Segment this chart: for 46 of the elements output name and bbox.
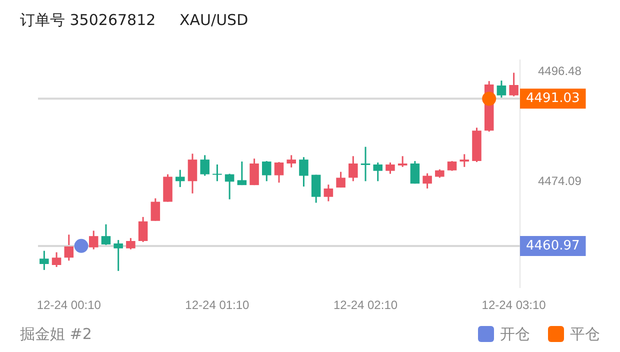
candlestick (496, 80, 506, 99)
text: 掘金姐 #2 (20, 324, 92, 344)
candlestick (460, 153, 470, 168)
candlestick (101, 224, 111, 246)
candlestick (336, 171, 346, 188)
candlestick (311, 174, 321, 204)
x-tick-label: 12-24 03:10 (482, 298, 546, 312)
candlestick (88, 230, 98, 250)
candlestick (250, 158, 259, 186)
candlestick (509, 72, 518, 98)
candlestick (299, 156, 308, 188)
candlestick (150, 198, 160, 222)
candlestick (286, 154, 296, 168)
candlestick (138, 216, 148, 243)
y-tick-label: 4474.09 (538, 174, 582, 188)
candlestick (373, 162, 383, 182)
candlestick (126, 237, 136, 250)
candlestick (324, 184, 334, 202)
x-tick-label: 12-24 00:10 (36, 298, 102, 312)
candlestick (262, 160, 272, 182)
candlestick (447, 160, 457, 172)
ref-line-label: 4491.03 (526, 90, 580, 106)
candlestick (348, 155, 358, 182)
candlestick (175, 169, 185, 188)
candlestick (52, 252, 62, 268)
candlestick (422, 172, 432, 190)
candlestick (40, 250, 49, 271)
candlestick (224, 173, 234, 200)
candlestick (274, 161, 284, 184)
ref-line-label: 4460.97 (526, 238, 580, 254)
x-tick-label: 12-24 01:10 (185, 298, 250, 312)
candlestick (212, 164, 222, 182)
candlestick (64, 234, 74, 262)
legend-label: 开仓 (500, 324, 530, 344)
candlestick (188, 152, 198, 194)
candlestick (386, 162, 395, 175)
candlestick (398, 155, 408, 168)
chart-title: 订单号 350267812 XAU/USD (19, 10, 250, 31)
legend-label: 平仓 (570, 324, 600, 344)
candlestick (237, 160, 247, 186)
candlestick (360, 146, 370, 182)
candlestick (114, 239, 123, 272)
candlestick (410, 160, 420, 184)
x-tick-label: 12-24 02:10 (333, 298, 398, 312)
candlestick (200, 154, 210, 177)
y-tick-label: 4496.48 (538, 64, 582, 78)
